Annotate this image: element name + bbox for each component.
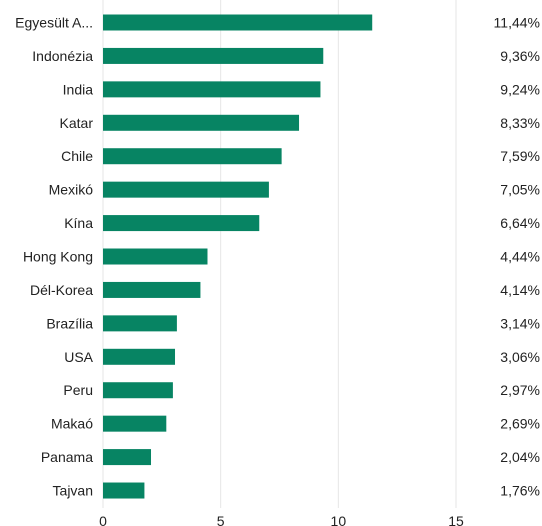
category-label: Dél-Korea (30, 282, 93, 298)
category-label: Egyesült A... (15, 15, 93, 31)
bar (103, 415, 167, 432)
value-label: 2,69% (500, 416, 540, 432)
bar (103, 281, 201, 298)
bar (103, 114, 300, 131)
category-label: Panama (41, 449, 93, 465)
x-tick-label: 0 (99, 513, 107, 526)
value-label: 2,04% (500, 449, 540, 465)
x-tick-label: 10 (331, 513, 347, 526)
value-label: 7,05% (500, 182, 540, 198)
value-label: 6,64% (500, 215, 540, 231)
category-label: Hong Kong (23, 249, 93, 265)
value-label: 9,36% (500, 48, 540, 64)
bar (103, 382, 173, 399)
bar (103, 449, 152, 466)
value-labels: 11,44% 9,36% 9,24% 8,33% 7,59% 7,05% 6,64% 4,44… (494, 15, 540, 499)
value-label: 3,06% (500, 349, 540, 365)
value-label: 1,76% (500, 483, 540, 499)
category-label: Kína (64, 215, 93, 231)
category-label: Katar (60, 115, 94, 131)
bar (103, 81, 321, 98)
category-label: Mexikó (49, 182, 94, 198)
value-label: 8,33% (500, 115, 540, 131)
category-label: Chile (61, 148, 93, 164)
category-label: USA (64, 349, 93, 365)
category-label: Indonézia (32, 48, 93, 64)
bar (103, 348, 176, 365)
category-label: Peru (63, 382, 93, 398)
category-label: Tajvan (53, 483, 93, 499)
bar (103, 148, 282, 165)
bars (103, 14, 373, 499)
value-label: 9,24% (500, 81, 540, 97)
value-label: 4,14% (500, 282, 540, 298)
value-label: 2,97% (500, 382, 540, 398)
value-label: 3,14% (500, 315, 540, 331)
value-label: 4,44% (500, 249, 540, 265)
bar (103, 181, 269, 198)
value-label: 11,44% (494, 15, 540, 31)
category-label: Brazília (46, 315, 93, 331)
x-tick-label: 15 (448, 513, 464, 526)
x-tick-label: 5 (217, 513, 225, 526)
bar (103, 14, 373, 31)
category-labels: Egyesült A... Indonézia India Katar Chile Mex… (15, 15, 93, 499)
bar (103, 482, 145, 499)
category-label: Makaó (51, 416, 93, 432)
category-label: India (63, 81, 94, 97)
x-axis-ticks: 0 5 10 15 (99, 513, 464, 526)
bar (103, 248, 208, 265)
bar (103, 315, 177, 332)
bar (103, 215, 260, 232)
value-label: 7,59% (500, 148, 540, 164)
bar (103, 47, 324, 64)
